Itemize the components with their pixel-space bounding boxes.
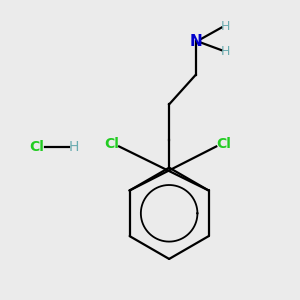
- Text: N: N: [189, 34, 202, 49]
- Text: Cl: Cl: [104, 137, 119, 151]
- Text: Cl: Cl: [216, 137, 231, 151]
- Text: Cl: Cl: [29, 140, 44, 154]
- Text: H: H: [220, 45, 230, 58]
- Text: H: H: [68, 140, 79, 154]
- Text: H: H: [220, 20, 230, 33]
